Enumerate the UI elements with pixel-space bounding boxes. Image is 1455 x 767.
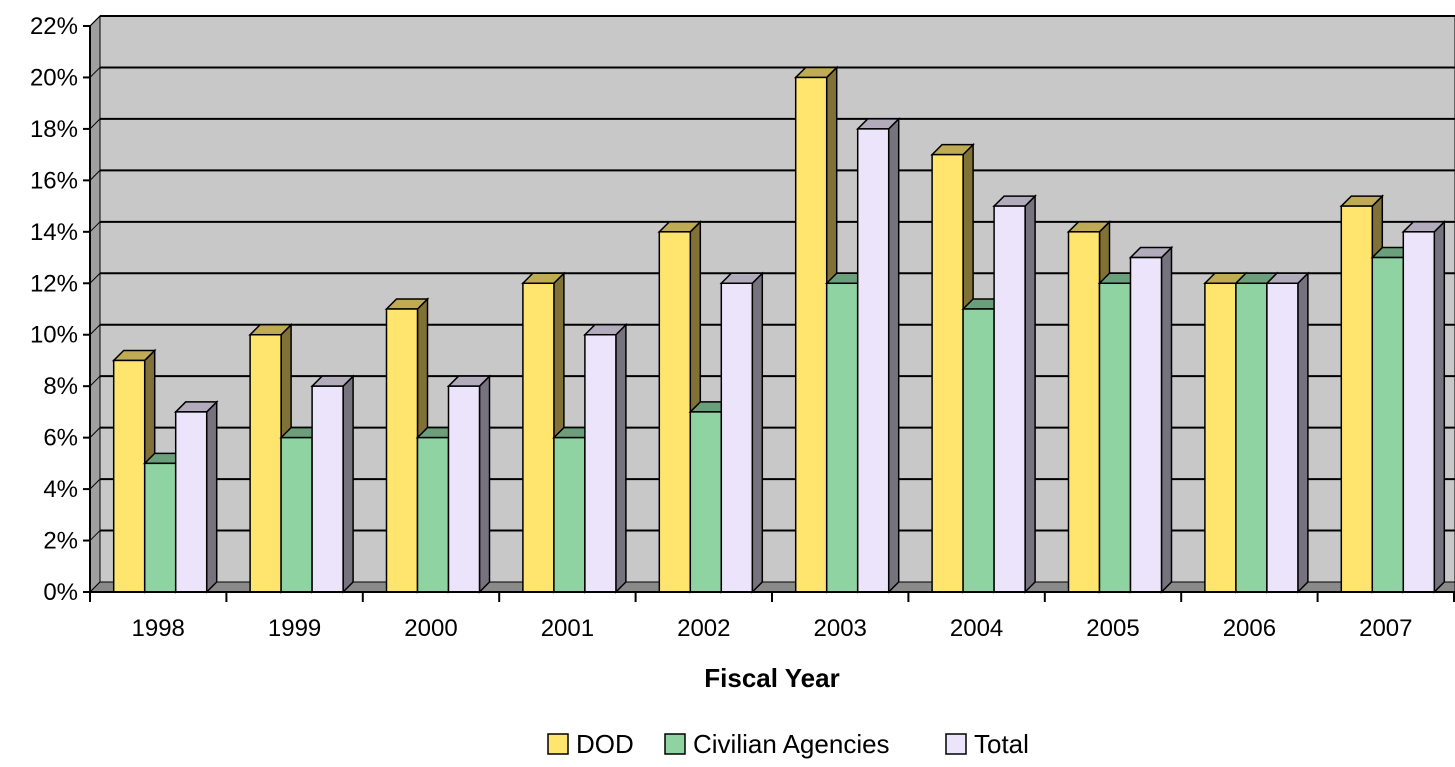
x-tick-label: 2000 xyxy=(404,615,457,642)
y-tick-label: 12% xyxy=(30,270,78,297)
x-tick-label: 2005 xyxy=(1086,615,1139,642)
bar-total-2007 xyxy=(1403,222,1444,592)
legend-swatch xyxy=(665,734,685,754)
x-tick-label: 2003 xyxy=(814,615,867,642)
y-tick-label: 22% xyxy=(30,13,78,40)
y-tick-labels: 0% 2% 4% 6% 8% 10% 12% 14% 16% 18% 20% 22% xyxy=(30,13,78,606)
y-tick-label: 20% xyxy=(30,64,78,91)
y-tick-label: 6% xyxy=(43,425,78,452)
x-tick-labels: 1998 1999 2000 2001 2002 2003 2004 2005 2006 2007 xyxy=(132,615,1413,642)
bar-total-2005 xyxy=(1131,248,1172,592)
y-tick-label: 2% xyxy=(43,528,78,555)
bar-total-2006 xyxy=(1267,273,1308,592)
x-tick-label: 2002 xyxy=(677,615,730,642)
bar-total-2004 xyxy=(994,196,1035,592)
legend-swatch xyxy=(548,734,568,754)
legend-label: DOD xyxy=(576,729,634,759)
y-tick-label: 4% xyxy=(43,476,78,503)
x-tick-label: 2006 xyxy=(1223,615,1276,642)
legend-item-dod: DOD xyxy=(548,729,634,759)
x-axis-title: Fiscal Year xyxy=(704,663,839,693)
x-tick-label: 2004 xyxy=(950,615,1003,642)
y-tick-label: 8% xyxy=(43,373,78,400)
legend-label: Total xyxy=(974,729,1029,759)
legend: DOD Civilian Agencies Total xyxy=(548,729,1029,759)
x-tick-label: 1998 xyxy=(132,615,185,642)
bar-total-2001 xyxy=(585,325,626,592)
bar-total-1998 xyxy=(176,402,217,592)
y-tick-label: 14% xyxy=(30,219,78,246)
legend-item-total: Total xyxy=(946,729,1029,759)
x-tick-label: 1999 xyxy=(268,615,321,642)
x-tick-label: 2001 xyxy=(541,615,594,642)
bar-total-2002 xyxy=(721,273,762,592)
y-tick-label: 10% xyxy=(30,322,78,349)
bar-total-2003 xyxy=(858,119,899,592)
x-tick-label: 2007 xyxy=(1359,615,1412,642)
legend-item-civilian: Civilian Agencies xyxy=(665,729,890,759)
legend-swatch xyxy=(946,734,966,754)
y-tick-label: 16% xyxy=(30,167,78,194)
bar-total-1999 xyxy=(312,376,353,592)
bar-total-2000 xyxy=(449,376,490,592)
y-tick-label: 0% xyxy=(43,579,78,606)
y-tick-label: 18% xyxy=(30,116,78,143)
legend-label: Civilian Agencies xyxy=(693,729,890,759)
plot-side-wall xyxy=(90,16,100,592)
